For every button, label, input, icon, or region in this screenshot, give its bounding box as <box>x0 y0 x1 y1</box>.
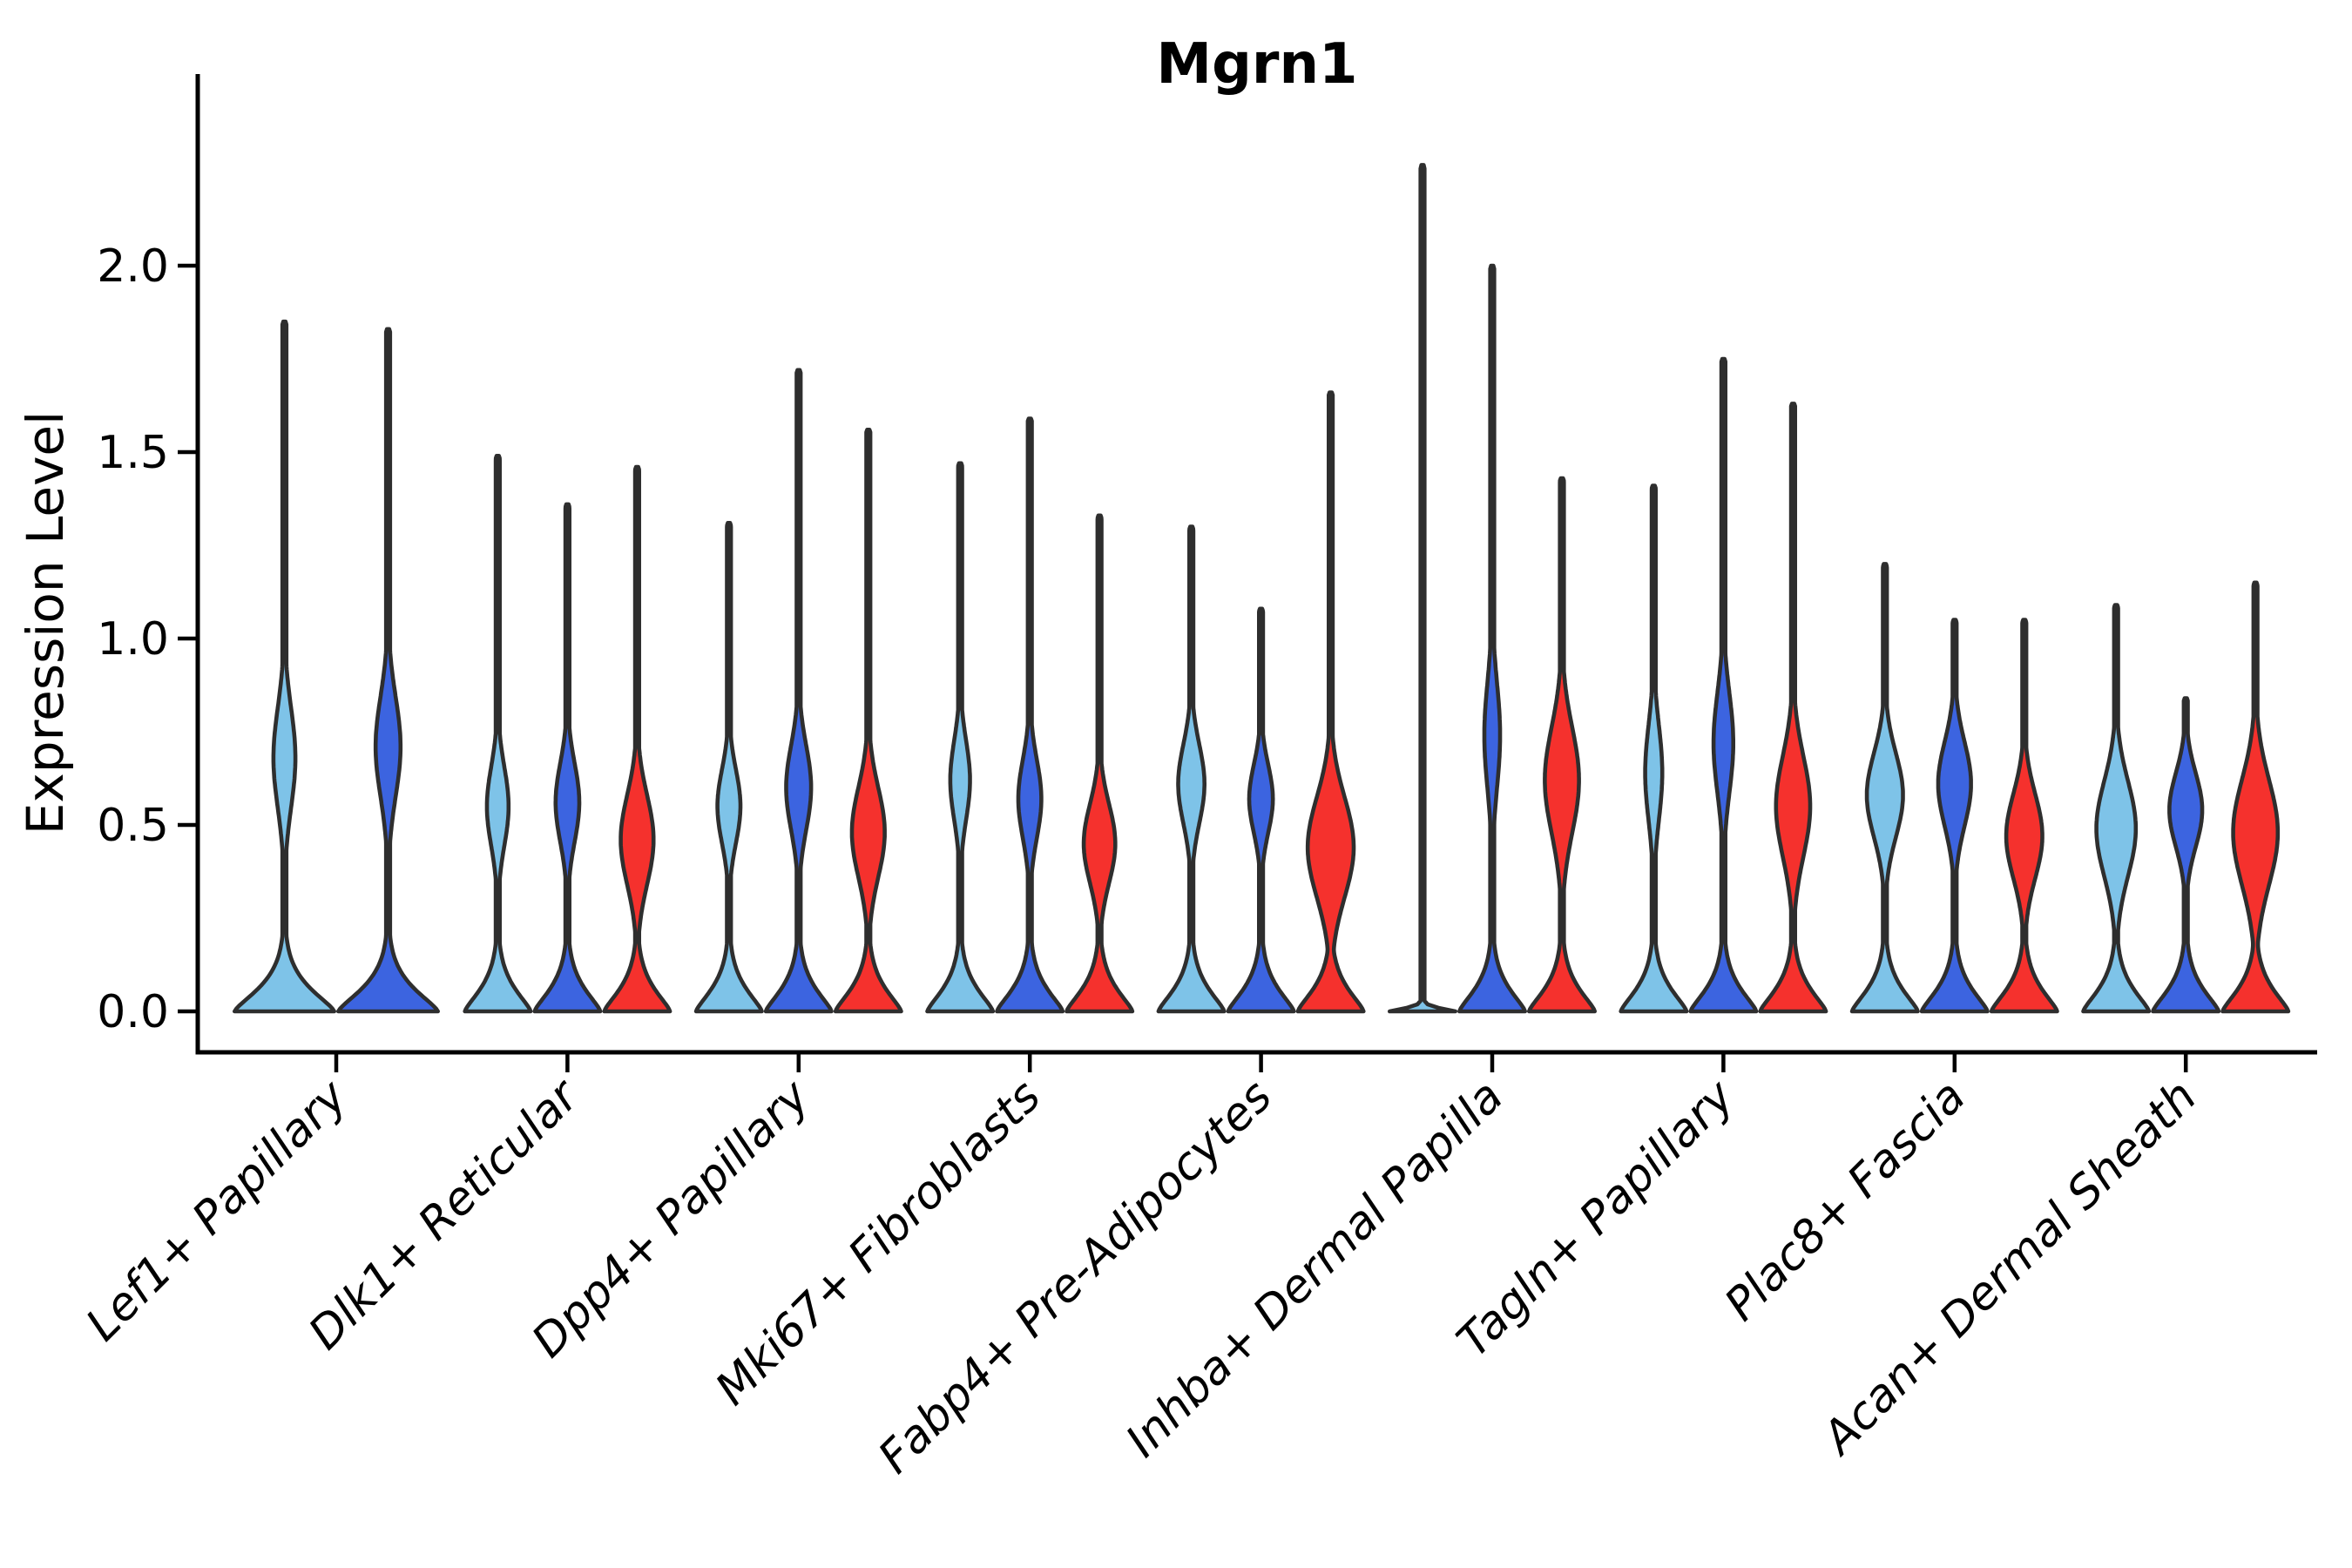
violin-tagln-papillary-light_blue <box>1619 483 1689 1014</box>
violins-layer <box>233 163 2291 1014</box>
violin-inhba-dermal-papilla-dark_blue <box>1457 263 1527 1014</box>
chart-title: Mgrn1 <box>1156 32 1357 97</box>
violin-inhba-dermal-papilla-red <box>1527 476 1597 1014</box>
violin-acan-dermal-sheath-light_blue <box>2081 603 2152 1014</box>
y-tick-label: 1.0 <box>97 613 169 666</box>
violin-tagln-papillary-red <box>1758 402 1828 1014</box>
violin-fabp4-pre-adipocytes-dark_blue <box>1226 606 1296 1014</box>
violin-fabp4-pre-adipocytes-red <box>1295 390 1366 1014</box>
y-tick-label: 2.0 <box>97 240 169 293</box>
violin-lef1-papillary-light_blue <box>233 319 336 1014</box>
x-tick-label-acan-dermal-sheath: Acan+ Dermal Sheath <box>1811 1071 2207 1466</box>
violin-tagln-papillary-dark_blue <box>1688 356 1759 1014</box>
violin-dpp4-papillary-light_blue <box>693 521 764 1014</box>
x-tick-label-fabp4-pre-adipocytes: Fabp4+ Pre-Adipocytes <box>868 1071 1282 1484</box>
axis-spines <box>195 74 2317 1055</box>
violin-plac8-fascia-light_blue <box>1849 562 1920 1014</box>
violin-acan-dermal-sheath-dark_blue <box>2151 696 2221 1014</box>
y-tick-label: 1.5 <box>97 427 169 479</box>
violin-mki67-fibroblasts-dark_blue <box>995 416 1065 1014</box>
y-axis-label: Expression Level <box>16 411 75 835</box>
violin-mki67-fibroblasts-light_blue <box>925 461 996 1014</box>
y-tick-label: 0.5 <box>97 800 169 852</box>
x-tick-label-inhba-dermal-papilla: Inhba+ Dermal Papilla <box>1116 1071 1513 1468</box>
violin-dlk1-reticular-dark_blue <box>532 502 603 1014</box>
violin-lef1-papillary-dark_blue <box>336 327 440 1014</box>
violin-acan-dermal-sheath-red <box>2220 580 2291 1014</box>
violin-plac8-fascia-red <box>1989 618 2059 1014</box>
violin-dpp4-papillary-dark_blue <box>763 368 834 1014</box>
violin-dlk1-reticular-light_blue <box>463 454 533 1014</box>
violin-plac8-fascia-dark_blue <box>1919 618 1990 1014</box>
y-tick-label: 0.0 <box>97 986 169 1038</box>
violin-dpp4-papillary-red <box>833 428 903 1014</box>
x-tick-label-plac8-fascia: Plac8+ Fascia <box>1715 1071 1976 1331</box>
violin-mki67-fibroblasts-red <box>1064 513 1135 1014</box>
violin-inhba-dermal-papilla-light_blue <box>1388 163 1457 1014</box>
violin-fabp4-pre-adipocytes-light_blue <box>1156 524 1227 1014</box>
violin-dlk1-reticular-red <box>602 464 672 1014</box>
